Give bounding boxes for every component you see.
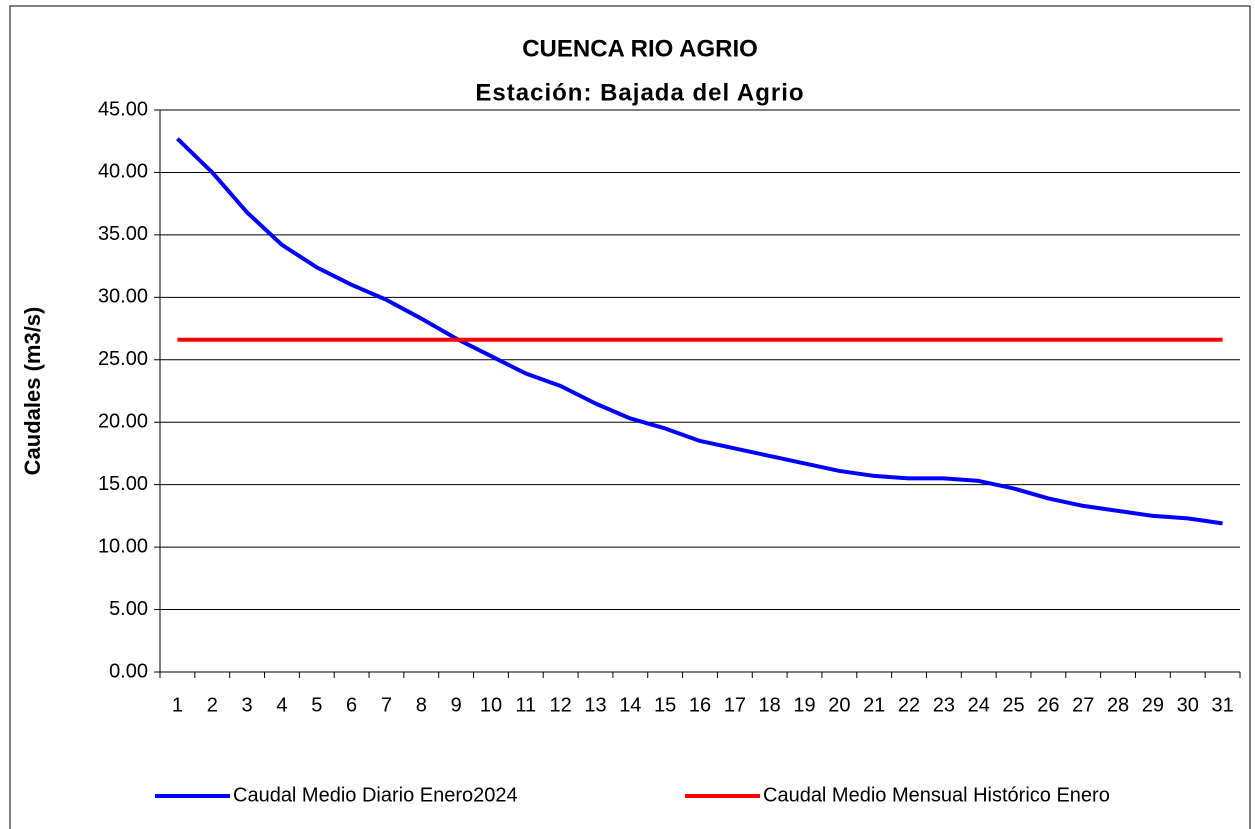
y-tick-label: 25.00 bbox=[98, 348, 148, 370]
x-tick-label: 29 bbox=[1142, 694, 1164, 716]
chart-subtitle: Estación: Bajada del Agrio bbox=[475, 79, 804, 106]
y-tick-label: 0.00 bbox=[109, 660, 148, 682]
x-tick-label: 17 bbox=[724, 694, 746, 716]
x-tick-label: 11 bbox=[515, 694, 536, 716]
y-tick-label: 30.00 bbox=[98, 286, 148, 308]
x-tick-label: 28 bbox=[1107, 694, 1129, 716]
x-tick-label: 21 bbox=[863, 694, 885, 716]
legend-label: Caudal Medio Mensual Histórico Enero bbox=[763, 784, 1110, 806]
x-tick-label: 4 bbox=[276, 694, 287, 716]
y-tick-label: 10.00 bbox=[98, 535, 148, 557]
y-tick-label: 40.00 bbox=[98, 161, 148, 183]
x-tick-label: 3 bbox=[242, 694, 253, 716]
x-tick-label: 25 bbox=[1002, 694, 1024, 716]
y-axis-label: Caudales (m3/s) bbox=[20, 307, 45, 476]
y-tick-label: 20.00 bbox=[98, 411, 148, 433]
x-tick-label: 19 bbox=[793, 694, 815, 716]
x-tick-label: 20 bbox=[828, 694, 850, 716]
x-tick-label: 10 bbox=[480, 694, 502, 716]
x-tick-label: 31 bbox=[1211, 694, 1233, 716]
x-tick-label: 12 bbox=[550, 694, 572, 716]
x-tick-label: 22 bbox=[898, 694, 920, 716]
x-tick-label: 14 bbox=[619, 694, 641, 716]
x-tick-label: 2 bbox=[207, 694, 218, 716]
y-tick-label: 35.00 bbox=[98, 223, 148, 245]
y-tick-label: 5.00 bbox=[109, 598, 148, 620]
x-tick-label: 8 bbox=[416, 694, 427, 716]
x-tick-label: 15 bbox=[654, 694, 676, 716]
x-tick-label: 18 bbox=[759, 694, 781, 716]
x-tick-label: 13 bbox=[584, 694, 606, 716]
x-tick-label: 1 bbox=[172, 694, 183, 716]
x-tick-label: 16 bbox=[689, 694, 711, 716]
series-line bbox=[176, 137, 1223, 526]
x-tick-label: 23 bbox=[933, 694, 955, 716]
x-tick-label: 27 bbox=[1072, 694, 1094, 716]
x-tick-label: 5 bbox=[311, 694, 322, 716]
legend-label: Caudal Medio Diario Enero2024 bbox=[233, 784, 518, 806]
x-tick-label: 9 bbox=[451, 694, 462, 716]
chart-title: CUENCA RIO AGRIO bbox=[522, 35, 758, 62]
y-tick-label: 45.00 bbox=[98, 98, 148, 120]
y-tick-label: 15.00 bbox=[98, 473, 148, 495]
x-tick-label: 26 bbox=[1037, 694, 1059, 716]
x-tick-label: 30 bbox=[1177, 694, 1199, 716]
x-tick-label: 7 bbox=[381, 694, 392, 716]
x-tick-label: 6 bbox=[346, 694, 357, 716]
x-tick-label: 24 bbox=[968, 694, 990, 716]
